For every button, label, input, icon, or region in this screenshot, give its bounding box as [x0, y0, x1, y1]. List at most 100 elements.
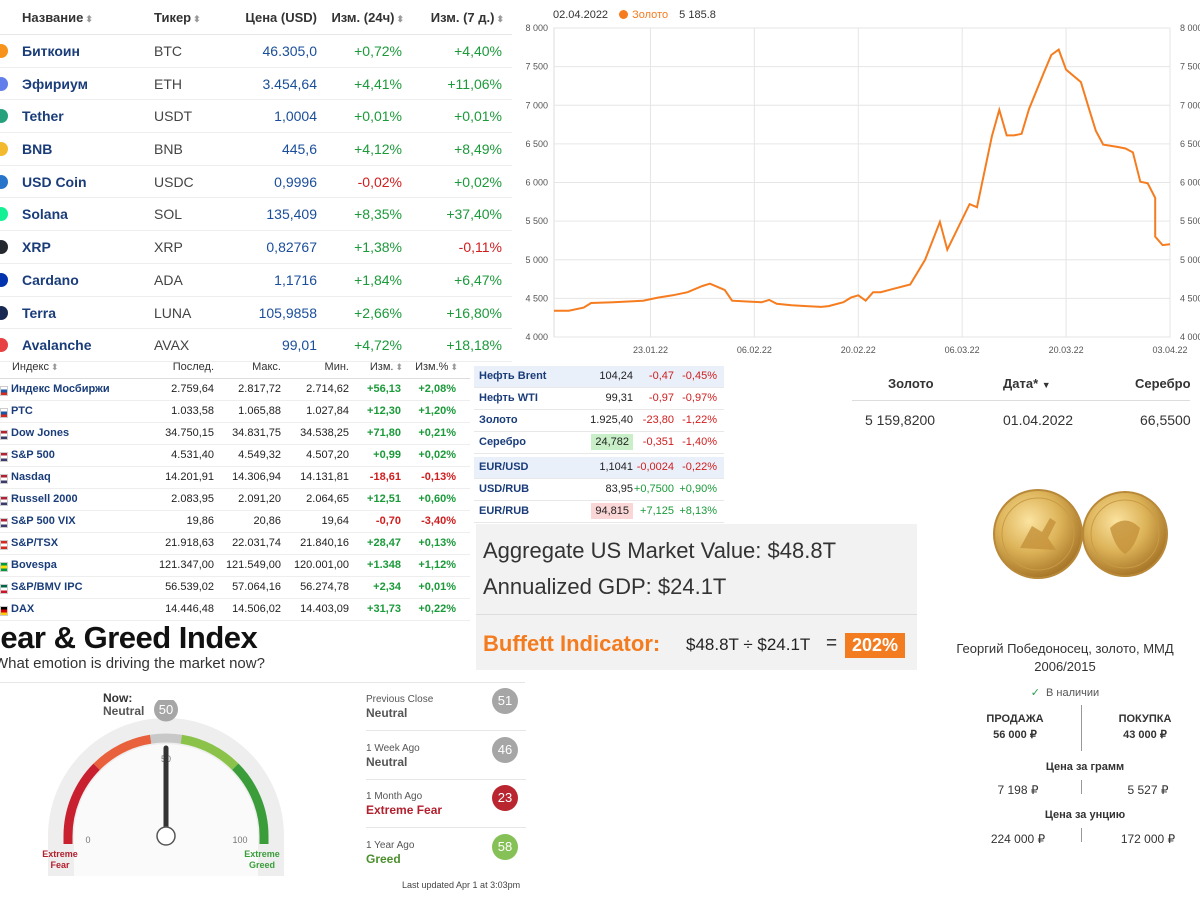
last-updated-text: Last updated Apr 1 at 3:03pm [402, 880, 521, 890]
commodity-row[interactable]: Нефть Brent 104,24 -0,47 -0,45% [474, 366, 724, 388]
crypto-row[interactable]: BNB BNB 445,6 +4,12% +8,49% [0, 133, 512, 166]
history-score-badge: 58 [492, 833, 518, 860]
index-row[interactable]: S&P/TSX 21.918,63 22.031,74 21.840,16 +28,47… [0, 533, 470, 555]
index-row[interactable]: S&P/BMV IPC 56.539,02 57.064,16 56.274,78 +2… [0, 577, 470, 599]
crypto-row[interactable]: Tether USDT 1,0004 +0,01% +0,01% [0, 100, 512, 134]
col-price-header[interactable]: Цена (USD) [245, 10, 317, 25]
commodity-row[interactable]: USD/RUB 83,95 +0,7500 +0,90% [474, 479, 724, 501]
index-change-pct: +1,20% [418, 405, 456, 417]
index-row[interactable]: Bovespa 121.347,00 121.549,00 120.001,00 +1.… [0, 555, 470, 577]
history-period: 1 Week Ago [366, 742, 420, 754]
index-row[interactable]: РТС 1.033,58 1.065,88 1.027,84 +12,30 +1,20% [0, 401, 470, 423]
crypto-row[interactable]: Cardano ADA 1,1716 +1,84% +6,47% [0, 264, 512, 297]
commodity-name-link[interactable]: Золото [479, 414, 518, 426]
crypto-row[interactable]: Avalanche AVAX 99,01 +4,72% +18,18% [0, 329, 512, 362]
idx-col-max[interactable]: Макс. [252, 361, 281, 373]
flag-usa-icon [0, 518, 8, 528]
idx-col-min[interactable]: Мин. [324, 361, 349, 373]
gold-series-line[interactable] [554, 48, 1171, 312]
y-tick-label: 8 000 [525, 23, 548, 33]
commodity-row[interactable]: Серебро 24,782 -0,351 -1,40% [474, 432, 724, 454]
crypto-name-link[interactable]: Биткоин [22, 43, 80, 59]
index-change-pct: +0,22% [418, 603, 456, 615]
chart-legend: 02.04.2022 Золото 5 185.8 [553, 9, 716, 21]
history-label: Neutral [366, 706, 408, 720]
index-name-link[interactable]: Bovespa [11, 559, 57, 571]
date-header[interactable]: Дата* ▼ [1003, 376, 1051, 391]
commodity-row[interactable]: Нефть WTI 99,31 -0,97 -0,97% [474, 388, 724, 410]
crypto-ticker: USDC [154, 173, 194, 190]
index-row[interactable]: S&P 500 4.531,40 4.549,32 4.507,20 +0,99 +0,0… [0, 445, 470, 467]
idx-col-pct[interactable]: Изм.% ⬍ [415, 361, 458, 373]
crypto-name-link[interactable]: Solana [22, 206, 68, 223]
commodity-name-link[interactable]: Нефть Brent [479, 370, 547, 382]
now-score-badge [154, 700, 178, 722]
crypto-name-link[interactable]: Terra [22, 304, 56, 321]
y-tick-label: 7 000 [525, 100, 548, 110]
ounce-price-label: Цена за унцию [1044, 809, 1126, 821]
index-row[interactable]: S&P 500 VIX 19,86 20,86 19,64 -0,70 -3,40% [0, 511, 470, 533]
index-name-link[interactable]: S&P 500 [11, 449, 55, 461]
crypto-row[interactable]: Solana SOL 135,409 +8,35% +37,40% [0, 198, 512, 232]
crypto-name-link[interactable]: USD Coin [22, 173, 87, 190]
flag-usa-icon [0, 474, 8, 484]
index-row[interactable]: Nasdaq 14.201,91 14.306,94 14.131,81 -18,61 -… [0, 467, 470, 489]
index-name-link[interactable]: DAX [11, 603, 35, 615]
index-row[interactable]: Russell 2000 2.083,95 2.091,20 2.064,65 +12,… [0, 489, 470, 511]
col-24h-header[interactable]: Изм. (24ч) ⬍ [331, 10, 404, 25]
gauge-max-label: 100 [232, 835, 247, 845]
index-name-link[interactable]: S&P/TSX [11, 537, 59, 549]
crypto-name-link[interactable]: Cardano [22, 271, 79, 288]
index-max: 2.091,20 [238, 493, 281, 505]
idx-col-chg[interactable]: Изм. ⬍ [369, 361, 403, 373]
col-name-header[interactable]: Название ⬍ [22, 10, 93, 25]
index-name-link[interactable]: Russell 2000 [11, 493, 78, 505]
crypto-ticker: ETH [154, 75, 182, 92]
index-name-link[interactable]: Nasdaq [11, 471, 51, 483]
gold-chart-svg[interactable]: 4 000 4 000 4 500 4 500 5 000 5 000 5 500 5 500… [515, 0, 1200, 358]
commodity-name-link[interactable]: USD/RUB [479, 483, 530, 495]
legend-value: 5 185.8 [679, 9, 716, 21]
index-change: -0,70 [375, 515, 401, 527]
commodity-row[interactable]: EUR/USD 1,1041 -0,0024 -0,22% [474, 454, 724, 479]
commodity-row[interactable]: EUR/RUB 94,815 +7,125 +8,13% [474, 501, 724, 523]
commodity-name-link[interactable]: EUR/RUB [479, 505, 530, 517]
col-7d-header[interactable]: Изм. (7 д.) ⬍ [430, 10, 504, 25]
index-name-link[interactable]: РТС [11, 405, 33, 417]
index-row[interactable]: Dow Jones 34.750,15 34.831,75 34.538,25 +71,… [0, 423, 470, 445]
index-min: 34.538,25 [300, 427, 349, 439]
history-period: 1 Year Ago [366, 839, 415, 851]
crypto-row[interactable]: USD Coin USDC 0,9996 -0,02% +0,02% [0, 166, 512, 199]
crypto-name-link[interactable]: BNB [22, 141, 53, 158]
commodity-name-link[interactable]: EUR/USD [479, 461, 529, 473]
index-min: 14.403,09 [300, 603, 349, 615]
index-name-link[interactable]: S&P/BMV IPC [11, 581, 83, 593]
index-name-link[interactable]: Индекс Мосбиржи [11, 383, 110, 395]
crypto-name-link[interactable]: Tether [22, 108, 64, 125]
coin-image[interactable] [990, 488, 1200, 588]
crypto-row[interactable]: Эфириум ETH 3.454,64 +4,41% +11,06% [0, 68, 512, 101]
index-last: 1.033,58 [171, 405, 214, 417]
coin-title[interactable]: Георгий Победоносец, золото, ММД 2006/20… [956, 641, 1174, 674]
col-ticker-header[interactable]: Тикер ⬍ [154, 10, 201, 25]
index-name-link[interactable]: Dow Jones [11, 427, 70, 439]
crypto-row[interactable]: XRP XRP 0,82767 +1,38% -0,11% [0, 231, 512, 264]
idx-col-last[interactable]: Послед. [172, 361, 214, 373]
legend-dot [619, 10, 629, 19]
commodity-name-link[interactable]: Нефть WTI [479, 392, 538, 404]
index-row[interactable]: DAX 14.446,48 14.506,02 14.403,09 +31,73 +0,2… [0, 599, 470, 621]
idx-col-name[interactable]: Индекс ⬍ [12, 361, 59, 373]
crypto-change-24h: +4,72% [354, 337, 402, 354]
crypto-name-link[interactable]: Эфириум [22, 75, 88, 92]
crypto-row[interactable]: Terra LUNA 105,9858 +2,66% +16,80% [0, 297, 512, 330]
commodity-row[interactable]: Золото 1.925,40 -23,80 -1,22% [474, 410, 724, 432]
crypto-row[interactable]: Биткоин BTC 46.305,0 +0,72% +4,40% [0, 35, 512, 68]
commodity-name-link[interactable]: Серебро [479, 436, 526, 448]
crypto-name-link[interactable]: XRP [22, 239, 51, 256]
index-change: +0,99 [373, 449, 401, 461]
sell-price: 56 000 ₽ [993, 729, 1037, 741]
index-name-link[interactable]: S&P 500 VIX [11, 515, 76, 527]
crypto-name-link[interactable]: Avalanche [22, 337, 92, 354]
index-last: 2.083,95 [171, 493, 214, 505]
index-row[interactable]: Индекс Мосбиржи 2.759,64 2.817,72 2.714,62 +… [0, 379, 470, 401]
